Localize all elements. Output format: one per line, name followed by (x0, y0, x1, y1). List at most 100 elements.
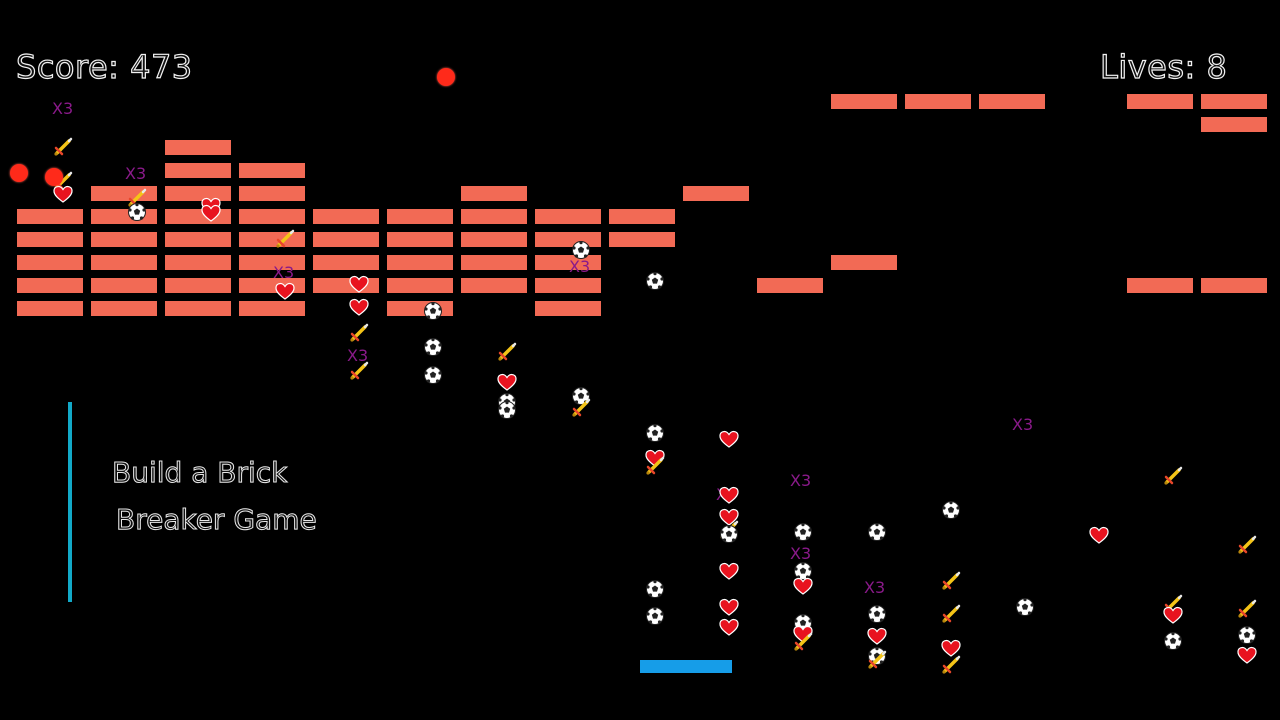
brick (831, 94, 897, 109)
brick (239, 301, 305, 316)
brick (165, 186, 231, 201)
multiball-powerup: X3 (790, 544, 812, 563)
sword-icon (53, 137, 73, 157)
brick (91, 278, 157, 293)
soccer-ball-icon (1163, 631, 1183, 651)
brick (461, 278, 527, 293)
accent-line (68, 402, 72, 602)
brick (239, 278, 305, 293)
heart-icon (1237, 646, 1257, 666)
soccer-ball-icon (645, 271, 665, 291)
sword-icon (941, 604, 961, 624)
brick (313, 278, 379, 293)
brick (91, 301, 157, 316)
soccer-ball-icon (127, 202, 147, 222)
heart-icon (349, 275, 369, 295)
multiball-powerup: X3 (273, 263, 295, 282)
brick (387, 232, 453, 247)
brick (17, 255, 83, 270)
brick (239, 209, 305, 224)
sword-icon (275, 229, 295, 249)
brick (239, 232, 305, 247)
brick (683, 186, 749, 201)
soccer-ball-icon (497, 400, 517, 420)
brick (91, 186, 157, 201)
brick (831, 255, 897, 270)
sword-icon (571, 398, 591, 418)
sword-icon (1163, 466, 1183, 486)
soccer-ball-icon (571, 240, 591, 260)
heart-icon (53, 185, 73, 205)
heart-icon (349, 298, 369, 318)
soccer-ball-icon (645, 423, 665, 443)
sword-icon (497, 342, 517, 362)
brick (313, 255, 379, 270)
soccer-ball-icon (645, 579, 665, 599)
ball (437, 68, 455, 86)
brick (609, 232, 675, 247)
brick (91, 232, 157, 247)
brick (165, 301, 231, 316)
heart-icon (1163, 606, 1183, 626)
brick (387, 255, 453, 270)
sword-icon (349, 323, 369, 343)
brick (461, 255, 527, 270)
brick (535, 209, 601, 224)
soccer-ball-icon (867, 646, 887, 666)
soccer-ball-icon (423, 337, 443, 357)
brick (461, 232, 527, 247)
brick (1201, 117, 1267, 132)
soccer-ball-icon (1015, 597, 1035, 617)
heart-icon (719, 508, 739, 528)
soccer-ball-icon (423, 365, 443, 385)
brick (535, 301, 601, 316)
caption-line-2: Breaker Game (116, 503, 318, 537)
sword-icon (867, 650, 887, 670)
brick (535, 278, 601, 293)
brick (535, 232, 601, 247)
brick (91, 209, 157, 224)
ball (10, 164, 28, 182)
heart-icon (867, 627, 887, 647)
brick (461, 209, 527, 224)
soccer-ball-icon (1237, 625, 1257, 645)
brick (1201, 278, 1267, 293)
heart-icon (719, 598, 739, 618)
heart-icon (719, 430, 739, 450)
brick (387, 209, 453, 224)
multiball-powerup: X3 (569, 257, 591, 276)
heart-icon (1089, 526, 1109, 546)
brick (905, 94, 971, 109)
heart-icon (719, 618, 739, 638)
brick (165, 255, 231, 270)
score-display: Score: 473 (15, 47, 193, 86)
sword-icon (941, 571, 961, 591)
sword-icon (1237, 535, 1257, 555)
heart-icon (201, 204, 221, 224)
sword-icon (349, 361, 369, 381)
sword-icon (645, 456, 665, 476)
multiball-powerup: X3 (347, 346, 369, 365)
heart-icon (275, 282, 295, 302)
brick (239, 163, 305, 178)
brick (17, 209, 83, 224)
brick (17, 301, 83, 316)
paddle[interactable] (640, 660, 732, 673)
brick (17, 232, 83, 247)
heart-icon (941, 639, 961, 659)
brick (313, 232, 379, 247)
multiball-powerup: X3 (1012, 415, 1034, 434)
brick (165, 232, 231, 247)
heart-icon (719, 486, 739, 506)
brick (757, 278, 823, 293)
soccer-ball-icon (793, 561, 813, 581)
brick (461, 186, 527, 201)
brick (387, 278, 453, 293)
ball (45, 168, 63, 186)
soccer-ball-icon (867, 522, 887, 542)
soccer-ball-icon (423, 301, 443, 321)
multiball-powerup: X3 (864, 578, 886, 597)
heart-icon (793, 577, 813, 597)
brick (535, 255, 601, 270)
